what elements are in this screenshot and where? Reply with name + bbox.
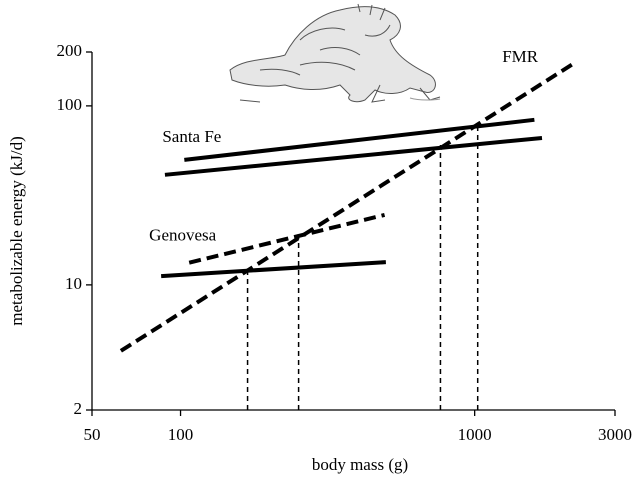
x-tick-label: 50 (84, 425, 101, 444)
series-line (119, 60, 578, 353)
x-tick-label: 1000 (458, 425, 492, 444)
series-line (188, 212, 386, 265)
y-tick-label: 2 (74, 399, 83, 418)
series-line (184, 117, 535, 162)
y-axis-label: metabolizable energy (kJ/d) (7, 136, 26, 325)
y-tick-label: 100 (57, 95, 83, 114)
x-tick-label: 100 (168, 425, 194, 444)
y-tick-label: 10 (65, 274, 82, 293)
x-axis-label: body mass (g) (312, 455, 408, 474)
y-tick-label: 200 (57, 41, 83, 60)
series-line (164, 135, 543, 177)
series-label: Santa Fe (162, 127, 221, 146)
x-tick-label: 3000 (598, 425, 632, 444)
iguana-illustration (229, 3, 441, 103)
series-label: Genovesa (149, 226, 216, 245)
series-label: FMR (502, 47, 539, 66)
series-line (161, 260, 386, 279)
